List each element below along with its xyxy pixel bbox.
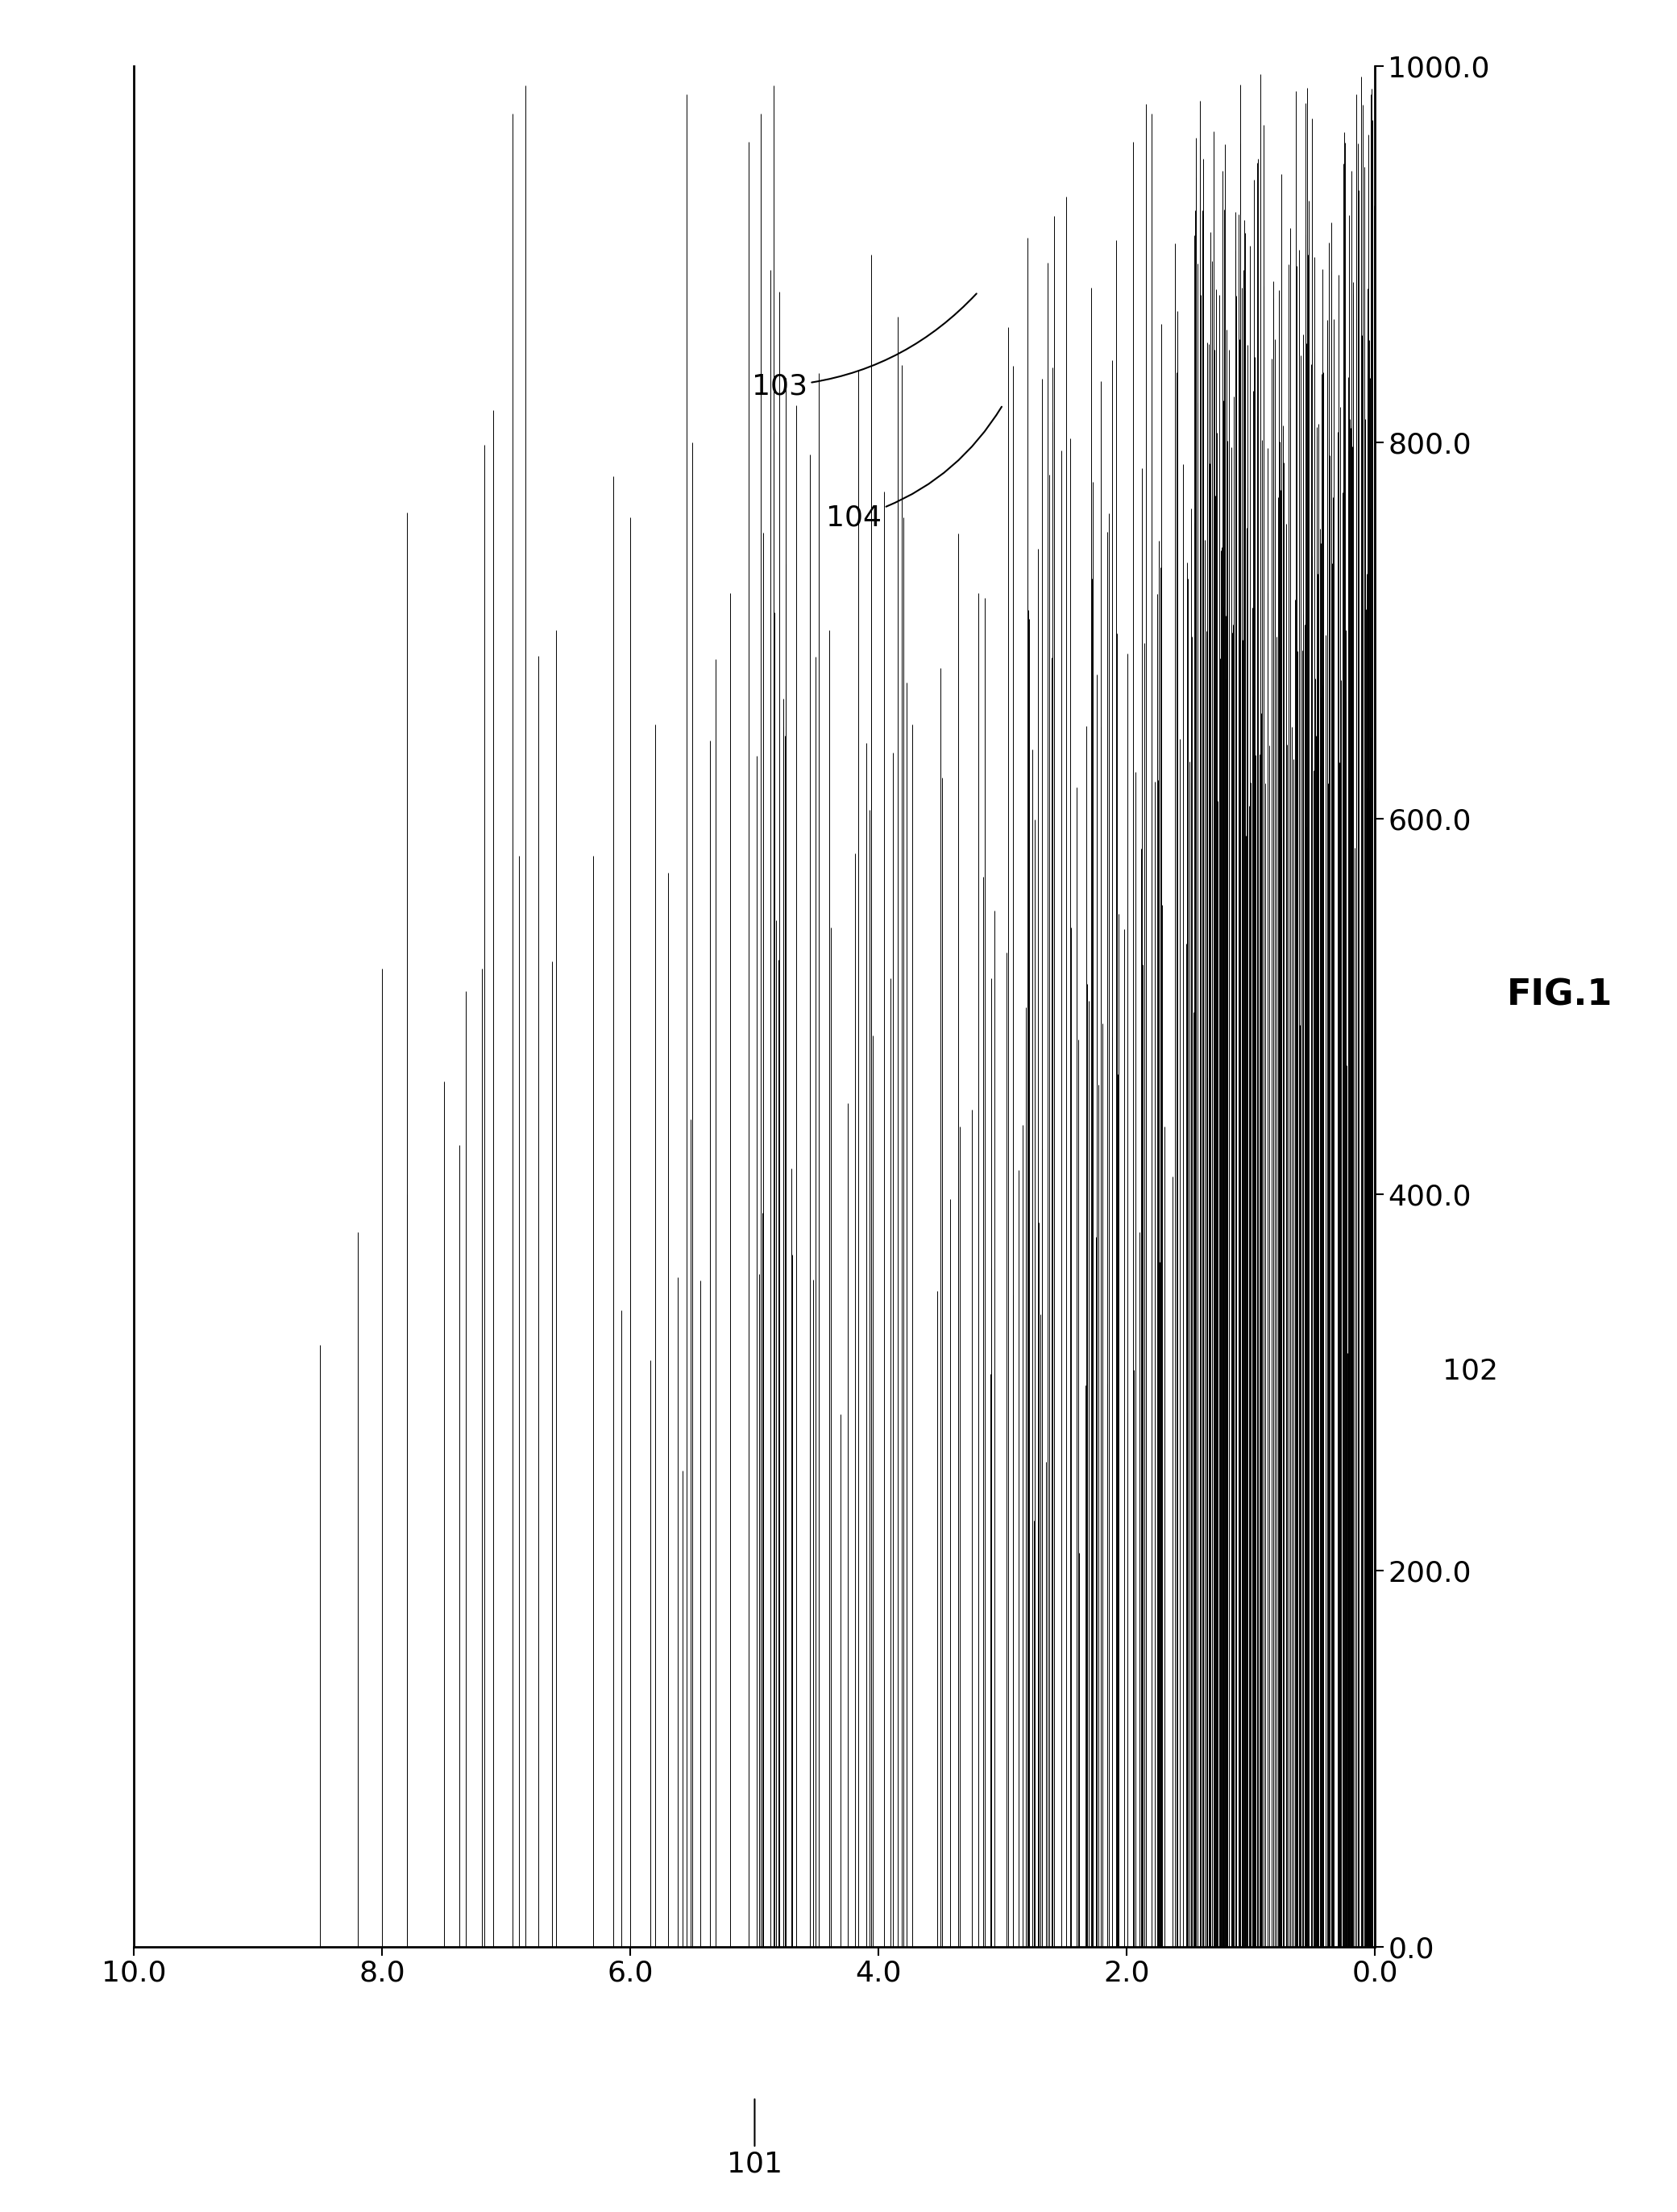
Text: 104: 104 xyxy=(827,407,1001,531)
Text: 103: 103 xyxy=(751,294,976,400)
Text: 101: 101 xyxy=(726,2099,783,2179)
Text: 102: 102 xyxy=(1442,1358,1498,1385)
Text: FIG.1: FIG.1 xyxy=(1506,978,1613,1013)
